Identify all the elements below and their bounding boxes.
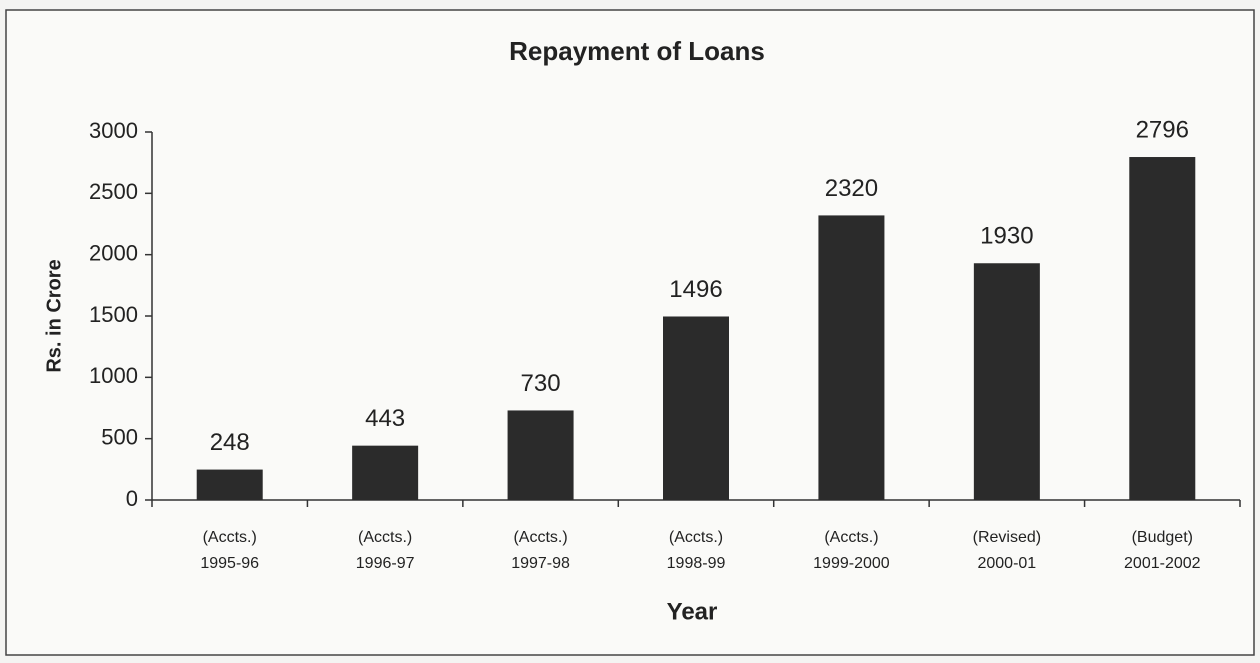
x-tick-label: 1997-98 — [511, 555, 570, 572]
x-tick-label: 2000-01 — [977, 555, 1036, 572]
data-label: 1930 — [980, 223, 1033, 250]
chart-title: Repayment of Loans — [509, 36, 765, 66]
y-axis-title: Rs. in Crore — [43, 259, 65, 372]
y-tick-label: 3000 — [89, 118, 138, 143]
bar — [1129, 157, 1196, 501]
bar — [818, 215, 885, 500]
x-tick-label: (Accts.) — [203, 529, 257, 546]
chart-frame — [5, 9, 1255, 656]
bar — [663, 316, 729, 500]
x-tick-label: 1996-97 — [356, 555, 415, 572]
bar — [352, 445, 419, 500]
data-label: 2320 — [825, 175, 878, 202]
y-tick-label: 2000 — [89, 240, 138, 265]
x-tick-label: (Revised) — [973, 529, 1041, 546]
data-label: 1496 — [669, 276, 722, 303]
bar — [973, 263, 1040, 500]
data-label: 248 — [210, 429, 250, 456]
y-tick-label: 500 — [101, 424, 138, 449]
y-tick-label: 2500 — [89, 179, 138, 204]
y-tick-label: 1000 — [89, 363, 138, 388]
x-tick-label: (Accts.) — [513, 529, 567, 546]
x-tick-label: (Accts.) — [669, 529, 723, 546]
x-tick-label: 1999-2000 — [813, 555, 890, 572]
bar — [196, 469, 263, 500]
x-tick-label: 1995-96 — [200, 555, 259, 572]
data-label: 730 — [521, 370, 561, 397]
y-tick-label: 0 — [126, 486, 138, 511]
x-tick-label: (Accts.) — [358, 529, 412, 546]
x-axis-title: Year — [667, 598, 718, 625]
data-label: 2796 — [1136, 116, 1189, 143]
bar — [507, 410, 574, 500]
x-tick-label: (Budget) — [1132, 529, 1193, 546]
x-tick-label: 2001-2002 — [1124, 555, 1201, 572]
y-tick-label: 1500 — [89, 302, 138, 327]
data-label: 443 — [365, 405, 405, 432]
x-tick-label: 1998-99 — [667, 555, 726, 572]
x-tick-label: (Accts.) — [824, 529, 878, 546]
